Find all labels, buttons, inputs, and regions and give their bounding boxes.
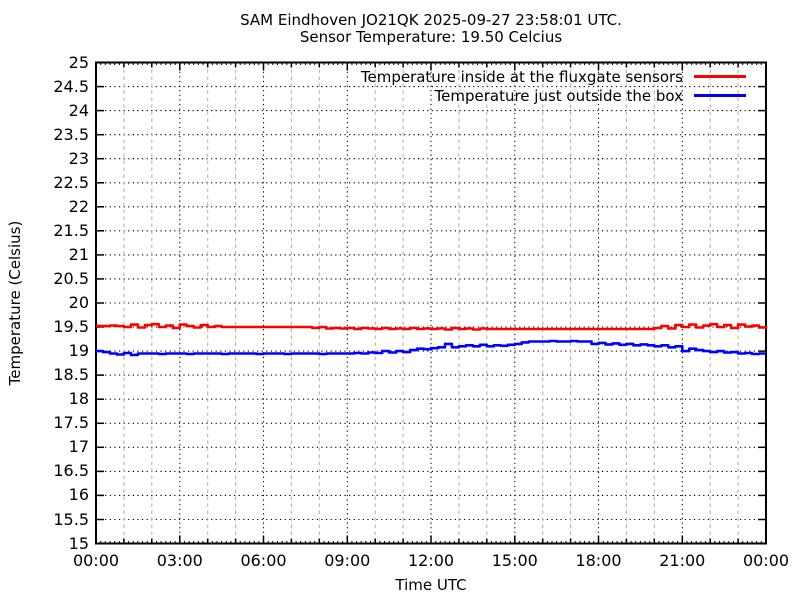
y-tick-label: 18.5 xyxy=(53,365,89,385)
y-tick-label: 24 xyxy=(68,100,89,120)
series-line-outside xyxy=(96,339,766,357)
x-tick-label: 00:00 xyxy=(72,551,120,570)
chart-title: SAM Eindhoven JO21QK 2025-09-27 23:58:01… xyxy=(240,11,622,29)
y-tick-label: 16 xyxy=(68,485,89,505)
legend-item-outside: Temperature just outside the box xyxy=(361,86,746,105)
y-tick-label: 22.5 xyxy=(53,172,89,192)
y-tick-label: 24.5 xyxy=(53,76,89,96)
x-tick-label: 21:00 xyxy=(659,551,706,570)
x-tick-label: 06:00 xyxy=(240,551,287,570)
x-tick-label: 18:00 xyxy=(575,551,622,570)
chart-subtitle: Sensor Temperature: 19.50 Celcius xyxy=(299,28,563,46)
red-line-swatch-icon xyxy=(694,75,746,78)
y-tick-label: 19.5 xyxy=(53,317,89,336)
legend-label-outside: Temperature just outside the box xyxy=(434,86,684,105)
y-tick-label: 15.5 xyxy=(53,509,89,529)
x-axis-title: Time UTC xyxy=(395,576,467,594)
y-tick-label: 20 xyxy=(68,293,89,312)
y-tick-label: 15 xyxy=(68,533,89,553)
x-tick-label: 09:00 xyxy=(324,551,371,570)
plot-border xyxy=(95,61,767,545)
y-tick-label: 22 xyxy=(68,196,89,216)
y-tick-label: 23 xyxy=(68,148,89,168)
legend-item-inside: Temperature inside at the fluxgate senso… xyxy=(361,67,746,86)
y-tick-label: 16.5 xyxy=(53,461,89,481)
x-tick-label: 00:00 xyxy=(742,551,790,570)
y-tick-label: 25 xyxy=(68,52,89,72)
x-tick-label: 15:00 xyxy=(491,551,538,570)
y-tick-label: 19 xyxy=(68,341,89,361)
y-tick-label: 23.5 xyxy=(53,124,89,144)
legend: Temperature inside at the fluxgate senso… xyxy=(361,67,746,105)
y-tick-label: 21.5 xyxy=(53,220,89,240)
x-tick-label: 03:00 xyxy=(156,551,203,570)
y-tick-label: 17.5 xyxy=(53,413,89,433)
series-line-inside xyxy=(96,322,768,331)
y-tick-label: 20.5 xyxy=(53,268,89,288)
legend-label-inside: Temperature inside at the fluxgate senso… xyxy=(360,67,683,86)
y-tick-label: 17 xyxy=(68,437,89,457)
blue-line-swatch-icon xyxy=(694,94,746,97)
y-tick-label: 18 xyxy=(68,389,89,409)
y-tick-label: 21 xyxy=(68,244,89,264)
x-tick-label: 12:00 xyxy=(407,551,455,570)
